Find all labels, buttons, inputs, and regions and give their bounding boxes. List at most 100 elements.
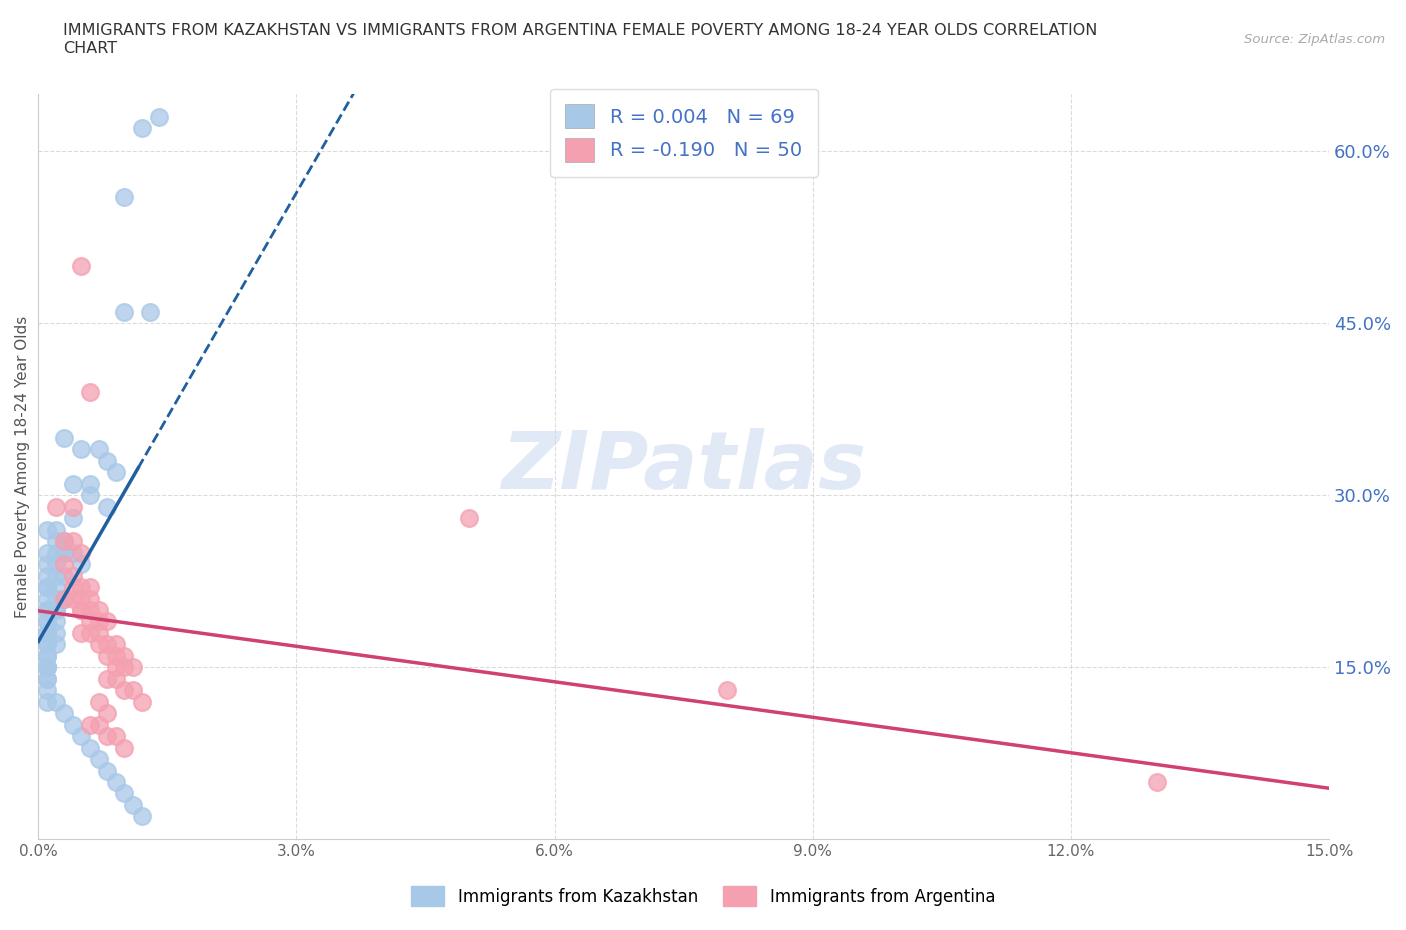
Point xyxy=(96,614,118,629)
Point xyxy=(45,603,67,618)
Point xyxy=(79,603,101,618)
Point xyxy=(45,579,67,594)
Point xyxy=(35,579,58,594)
Point xyxy=(45,614,67,629)
Point xyxy=(104,660,127,675)
Point xyxy=(70,579,93,594)
Point xyxy=(139,304,162,319)
Point xyxy=(70,442,93,457)
Point xyxy=(35,614,58,629)
Point xyxy=(96,499,118,514)
Point xyxy=(131,695,153,710)
Point xyxy=(35,591,58,606)
Point xyxy=(35,545,58,560)
Point xyxy=(35,523,58,538)
Point xyxy=(62,511,84,525)
Point xyxy=(457,511,479,525)
Point xyxy=(35,557,58,572)
Point xyxy=(87,695,110,710)
Point xyxy=(79,740,101,755)
Point xyxy=(104,671,127,686)
Point xyxy=(79,488,101,503)
Point xyxy=(79,591,101,606)
Point xyxy=(104,465,127,480)
Point xyxy=(53,534,76,549)
Point xyxy=(62,545,84,560)
Point xyxy=(79,476,101,491)
Point xyxy=(53,534,76,549)
Point xyxy=(96,671,118,686)
Point xyxy=(35,614,58,629)
Point xyxy=(122,798,145,813)
Point xyxy=(112,304,135,319)
Point xyxy=(112,648,135,663)
Point xyxy=(45,603,67,618)
Point xyxy=(35,683,58,698)
Point xyxy=(35,579,58,594)
Point xyxy=(112,740,135,755)
Point xyxy=(131,809,153,824)
Point xyxy=(45,545,67,560)
Point xyxy=(70,603,93,618)
Point xyxy=(53,591,76,606)
Point xyxy=(45,626,67,641)
Point xyxy=(148,110,170,125)
Point xyxy=(112,190,135,205)
Point xyxy=(112,786,135,801)
Point xyxy=(104,775,127,790)
Point xyxy=(87,717,110,732)
Point xyxy=(35,637,58,652)
Point xyxy=(87,603,110,618)
Point xyxy=(96,454,118,469)
Point xyxy=(53,591,76,606)
Point xyxy=(112,660,135,675)
Point xyxy=(62,534,84,549)
Point xyxy=(53,431,76,445)
Text: ZIPatlas: ZIPatlas xyxy=(501,428,866,506)
Text: IMMIGRANTS FROM KAZAKHSTAN VS IMMIGRANTS FROM ARGENTINA FEMALE POVERTY AMONG 18-: IMMIGRANTS FROM KAZAKHSTAN VS IMMIGRANTS… xyxy=(63,23,1098,56)
Point xyxy=(70,626,93,641)
Point xyxy=(70,557,93,572)
Point xyxy=(62,591,84,606)
Point xyxy=(35,695,58,710)
Point xyxy=(45,695,67,710)
Y-axis label: Female Poverty Among 18-24 Year Olds: Female Poverty Among 18-24 Year Olds xyxy=(15,315,30,618)
Point xyxy=(1146,775,1168,790)
Point xyxy=(70,259,93,273)
Point xyxy=(45,591,67,606)
Point xyxy=(35,660,58,675)
Point xyxy=(35,660,58,675)
Point xyxy=(62,476,84,491)
Text: Source: ZipAtlas.com: Source: ZipAtlas.com xyxy=(1244,33,1385,46)
Point xyxy=(87,442,110,457)
Point xyxy=(87,751,110,766)
Point xyxy=(45,568,67,583)
Point xyxy=(96,637,118,652)
Point xyxy=(96,648,118,663)
Point xyxy=(45,523,67,538)
Point xyxy=(35,568,58,583)
Point xyxy=(62,717,84,732)
Point xyxy=(87,614,110,629)
Point xyxy=(79,614,101,629)
Point xyxy=(79,579,101,594)
Point xyxy=(35,660,58,675)
Point xyxy=(45,557,67,572)
Point xyxy=(112,683,135,698)
Point xyxy=(35,603,58,618)
Legend: Immigrants from Kazakhstan, Immigrants from Argentina: Immigrants from Kazakhstan, Immigrants f… xyxy=(405,880,1001,912)
Point xyxy=(70,545,93,560)
Point xyxy=(35,648,58,663)
Point xyxy=(716,683,738,698)
Point xyxy=(53,557,76,572)
Point xyxy=(45,637,67,652)
Point xyxy=(53,568,76,583)
Point xyxy=(122,660,145,675)
Point xyxy=(104,648,127,663)
Point xyxy=(35,626,58,641)
Point xyxy=(87,626,110,641)
Point xyxy=(35,626,58,641)
Point xyxy=(70,729,93,744)
Point xyxy=(87,637,110,652)
Legend: R = 0.004   N = 69, R = -0.190   N = 50: R = 0.004 N = 69, R = -0.190 N = 50 xyxy=(550,89,818,177)
